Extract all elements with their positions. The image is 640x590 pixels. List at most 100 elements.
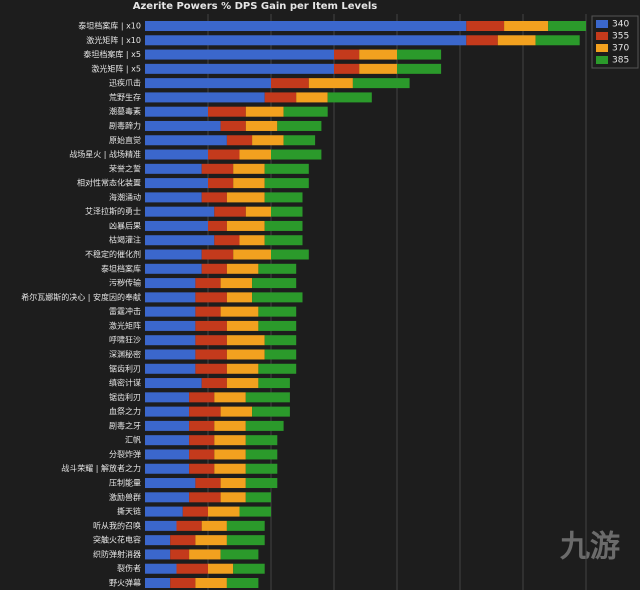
bar-segment xyxy=(145,263,202,274)
bar-segment xyxy=(245,420,284,431)
watermark: 九游 xyxy=(560,530,620,565)
y-tick-label: 艾泽拉斯的勇士 xyxy=(85,206,141,216)
bar-segment xyxy=(145,21,467,31)
legend-label: 355 xyxy=(612,32,629,42)
y-tick-label: 呼啸狂沙 xyxy=(109,335,141,345)
bar-segment xyxy=(208,149,240,160)
bar-segment xyxy=(226,378,259,389)
y-tick-label: 剧毒之牙 xyxy=(109,420,141,430)
bar-segment xyxy=(214,392,246,403)
bar-segment xyxy=(145,492,190,503)
bar-segment xyxy=(226,349,265,360)
bar-segment xyxy=(195,306,221,317)
bar-segment xyxy=(145,392,190,403)
bar-segment xyxy=(226,578,259,588)
bar-segment xyxy=(145,478,196,489)
bar-segment xyxy=(352,78,410,89)
y-tick-label: 荒野生存 xyxy=(109,92,141,102)
y-tick-label: 织防弹射消器 xyxy=(93,549,141,559)
y-tick-label: 潮墓毒素 xyxy=(109,106,141,116)
y-tick-label: 战场星火 | 战场精准 xyxy=(69,149,141,159)
bar-segment xyxy=(226,520,265,531)
bar-segment xyxy=(220,120,246,131)
bar-segment xyxy=(245,392,290,403)
y-tick-label: 激光矩阵 xyxy=(109,320,141,330)
bar-segment xyxy=(245,120,278,131)
chart-title: Azerite Powers % DPS Gain per Item Level… xyxy=(133,1,378,12)
bar-segment xyxy=(208,563,234,574)
bar-segment xyxy=(258,378,290,389)
y-tick-label: 枯竭灌注 xyxy=(109,235,141,245)
y-tick-label: 不稳定的催化剂 xyxy=(85,249,141,259)
legend-label: 370 xyxy=(612,44,629,54)
bar-segment xyxy=(201,163,234,174)
y-tick-label: 激励兽群 xyxy=(109,492,141,502)
y-tick-label: 血祭之力 xyxy=(109,406,141,416)
bar-segment xyxy=(271,149,322,160)
bar-segment xyxy=(245,478,278,489)
bar-segment xyxy=(145,306,196,317)
y-tick-label: 剧毒蹄力 xyxy=(109,120,141,130)
bar-segment xyxy=(296,92,328,103)
bar-segment xyxy=(226,192,265,203)
bar-segment xyxy=(189,392,215,403)
y-tick-label: 激光矩阵 | x5 xyxy=(91,63,141,73)
bar-segment xyxy=(226,363,259,374)
y-tick-label: 锯齿利刃 xyxy=(109,363,141,373)
bar-segment xyxy=(327,92,372,103)
bar-segment xyxy=(214,435,246,446)
bar-segment xyxy=(208,220,227,231)
bar-segment xyxy=(145,535,171,546)
y-tick-label: 压制能量 xyxy=(109,478,141,488)
bar-segment xyxy=(233,163,265,174)
bar-segment xyxy=(283,135,316,146)
bar-segment xyxy=(195,278,221,289)
bar-segment xyxy=(201,249,234,260)
y-tick-label: 希尔瓦娜斯的决心 | 安度因的奉献 xyxy=(21,292,141,302)
bar-segment xyxy=(189,549,221,560)
bar-segment xyxy=(195,478,221,489)
bar-segment xyxy=(145,463,190,474)
bar-segment xyxy=(220,278,253,289)
bar-segment xyxy=(145,549,171,560)
bar-segment xyxy=(214,449,246,460)
y-tick-label: 裂伤者 xyxy=(117,563,141,573)
bar-segment xyxy=(226,335,265,346)
bar-segment xyxy=(176,563,208,574)
y-tick-label: 撕天链 xyxy=(117,506,141,516)
bar-segment xyxy=(145,578,171,588)
bar-segment xyxy=(145,135,227,146)
bar-segment xyxy=(170,549,190,560)
bar-segment xyxy=(145,406,190,417)
bar-segment xyxy=(245,106,284,117)
bar-segment xyxy=(245,435,278,446)
bar-segment xyxy=(220,478,246,489)
bar-segment xyxy=(214,206,246,217)
bar-segment xyxy=(466,21,505,31)
bar-segment xyxy=(189,435,215,446)
bar-segment xyxy=(145,192,202,203)
bar-segment xyxy=(233,563,265,574)
bar-segment xyxy=(359,49,397,60)
bar-segment xyxy=(145,220,208,231)
bar-segment xyxy=(535,35,580,46)
bar-segment xyxy=(214,463,246,474)
bar-segment xyxy=(258,320,297,331)
bar-segment xyxy=(208,178,234,189)
bar-segment xyxy=(145,206,215,217)
bar-segment xyxy=(145,320,196,331)
bar-segment xyxy=(397,63,442,74)
bar-segment xyxy=(195,363,227,374)
bar-segment xyxy=(258,263,297,274)
y-tick-label: 分裂炸弹 xyxy=(109,449,141,459)
bar-segment xyxy=(226,292,253,303)
legend-swatch xyxy=(596,32,608,40)
bar-segment xyxy=(233,249,271,260)
bar-segment xyxy=(189,449,215,460)
bar-segment xyxy=(145,349,196,360)
bar-segment xyxy=(264,335,297,346)
bar-segment xyxy=(239,506,271,517)
bar-segment xyxy=(145,92,265,103)
bar-segment xyxy=(176,520,202,531)
y-tick-label: 听从我的召唤 xyxy=(93,520,141,530)
